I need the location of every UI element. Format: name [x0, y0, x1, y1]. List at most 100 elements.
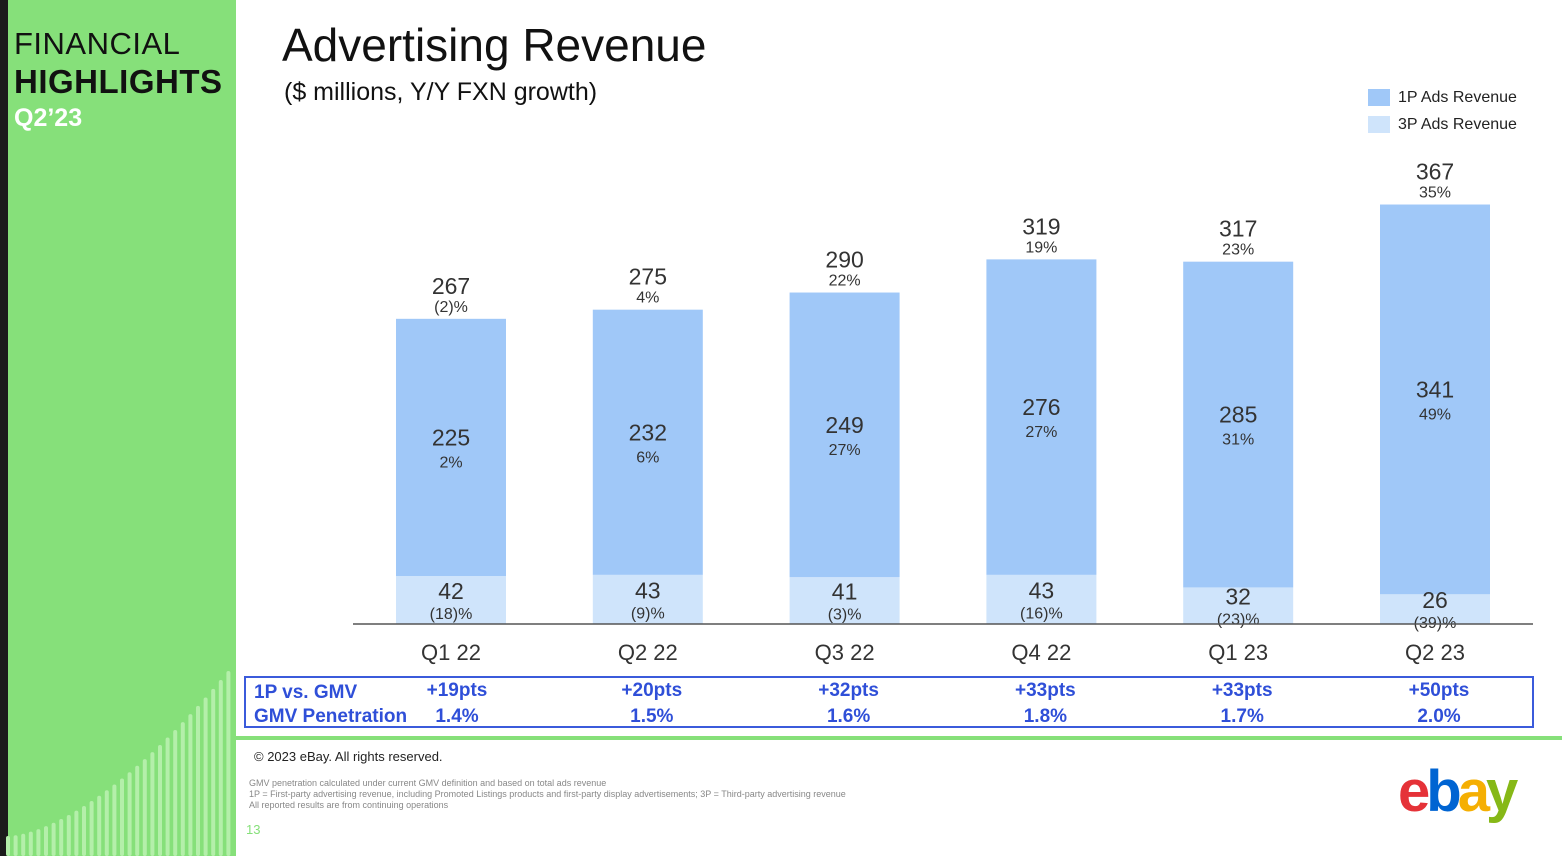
label-total-1: 275 — [629, 264, 667, 290]
bar-3p-0 — [396, 575, 506, 624]
page-subtitle: ($ millions, Y/Y FXN growth) — [284, 78, 598, 106]
gmv-pts-3: +33pts — [1015, 680, 1076, 701]
logo-letter-a: a — [1457, 759, 1490, 824]
label-1p-value-2: 249 — [825, 412, 863, 438]
label-total-growth-1: 4% — [636, 290, 659, 307]
sidebar-deco-bar — [188, 714, 193, 856]
gmv-pts-2: +32pts — [818, 680, 879, 701]
bar-3p-2 — [789, 577, 900, 624]
label-1p-value-4: 285 — [1219, 402, 1257, 428]
sidebar-deco-bar — [89, 801, 94, 856]
sidebar-deco-bar — [226, 671, 231, 856]
bar-1p-2 — [789, 292, 900, 578]
category-label-4: Q1 23 — [1208, 640, 1268, 665]
label-3p-growth-2: (3)% — [828, 607, 862, 624]
gmv-penetration-2: 1.6% — [826, 706, 871, 727]
label-3p-value-1: 43 — [635, 577, 661, 603]
category-label-2: Q3 22 — [815, 640, 875, 665]
label-3p-growth-1: (9)% — [631, 605, 665, 622]
stacked-bar-chart: 225 2% 42 (18)% 267(2)% Q1 22 232 6% 43 (9)% 2754%… — [353, 159, 1533, 665]
gmv-pts-0: +19pts — [426, 680, 488, 701]
legend-label-3p: 3P Ads Revenue — [1398, 115, 1517, 133]
label-1p-growth-0: 2% — [439, 454, 462, 471]
label-1p-growth-5: 49% — [1419, 406, 1451, 423]
gmv-penetration-4: 1.7% — [1220, 706, 1264, 727]
footer-divider — [236, 736, 1562, 740]
sidebar-deco-bar — [150, 752, 155, 856]
legend-item-3p: 3P Ads Revenue — [1368, 111, 1517, 138]
bar-1p-1 — [592, 309, 703, 575]
label-3p-value-2: 41 — [832, 579, 858, 605]
sidebar-deco-bar — [74, 810, 79, 856]
label-total-3: 319 — [1022, 213, 1060, 239]
sidebar-deco-bar — [82, 805, 86, 856]
bar-3p-1 — [592, 574, 703, 624]
label-1p-value-5: 341 — [1416, 376, 1454, 402]
sidebar-title-line2: HIGHLIGHTS — [14, 63, 223, 100]
label-total-growth-0: (2)% — [434, 299, 468, 316]
gmv-penetration-table: 1P vs. GMV GMV Penetration +19pts 1.4% +20… — [244, 676, 1534, 728]
logo-letter-e: e — [1398, 759, 1430, 824]
gmv-penetration-5: 2.0% — [1417, 706, 1461, 727]
sidebar-deco-bar — [173, 729, 178, 856]
page-number: 13 — [246, 822, 261, 837]
sidebar-deco-bar — [127, 772, 132, 856]
bar-3p-5 — [1380, 594, 1490, 624]
sidebar-deco-bar — [97, 795, 102, 856]
label-3p-value-0: 42 — [438, 578, 464, 604]
gmv-label-penetration: GMV Penetration — [254, 706, 408, 727]
sidebar-deco-bar — [21, 833, 26, 856]
category-label-3: Q4 22 — [1011, 640, 1071, 665]
sidebar-deco-bar — [196, 705, 200, 856]
gmv-pts-1: +20pts — [621, 680, 683, 701]
label-3p-growth-0: (18)% — [430, 606, 473, 623]
sidebar-deco-bar — [66, 814, 71, 856]
legend-swatch-3p — [1368, 116, 1390, 133]
label-total-5: 367 — [1416, 159, 1454, 185]
label-total-growth-5: 35% — [1419, 185, 1451, 202]
label-total-0: 267 — [432, 273, 470, 299]
sidebar-deco-bar — [36, 829, 41, 856]
sidebar-deco-bar — [203, 697, 208, 856]
sidebar-deco-bar — [13, 835, 18, 856]
logo-letter-y: y — [1485, 759, 1518, 824]
label-3p-value-5: 26 — [1422, 587, 1448, 613]
legend-item-1p: 1P Ads Revenue — [1368, 84, 1517, 111]
gmv-penetration-1: 1.5% — [630, 706, 674, 727]
sidebar-deco-bar — [59, 819, 64, 856]
bar-1p-0 — [396, 318, 506, 576]
label-1p-value-1: 232 — [629, 419, 667, 445]
bar-3p-4 — [1183, 587, 1294, 624]
sidebar-deco-bar — [120, 778, 124, 856]
footnote-3: All reported results are from continuing… — [249, 800, 449, 810]
label-total-4: 317 — [1219, 216, 1257, 242]
label-1p-growth-3: 27% — [1025, 424, 1057, 441]
gmv-pts-4: +33pts — [1211, 680, 1273, 701]
category-label-5: Q2 23 — [1405, 640, 1465, 665]
footnote-1: GMV penetration calculated under current… — [249, 778, 607, 788]
sidebar-edge — [0, 0, 8, 856]
label-total-growth-2: 22% — [829, 273, 861, 290]
category-label-0: Q1 22 — [421, 640, 481, 665]
label-3p-value-4: 32 — [1225, 584, 1251, 610]
bar-1p-4 — [1183, 261, 1294, 588]
sidebar-deco-bar — [44, 826, 48, 856]
sidebar-deco-bar — [142, 759, 147, 856]
label-1p-growth-4: 31% — [1222, 432, 1254, 449]
sidebar-quarter: Q2’23 — [14, 104, 83, 132]
bar-1p-5 — [1380, 204, 1490, 595]
gmv-penetration-3: 1.8% — [1023, 706, 1068, 727]
sidebar-deco-bar — [104, 790, 109, 856]
label-1p-growth-1: 6% — [636, 449, 659, 466]
legend-swatch-1p — [1368, 89, 1390, 106]
legend-label-1p: 1P Ads Revenue — [1398, 88, 1517, 106]
label-total-growth-4: 23% — [1222, 242, 1254, 259]
sidebar-deco-bar — [28, 831, 33, 856]
page-title: Advertising Revenue — [282, 19, 707, 71]
copyright-text: © 2023 eBay. All rights reserved. — [254, 749, 443, 764]
sidebar-panel: FINANCIAL HIGHLIGHTS Q2’23 — [0, 0, 236, 856]
footnote-2: 1P = First-party advertising revenue, in… — [249, 789, 846, 799]
sidebar-deco-bar — [211, 688, 216, 856]
sidebar-title-line1: FINANCIAL — [14, 26, 181, 61]
bar-1p-3 — [986, 259, 1097, 575]
